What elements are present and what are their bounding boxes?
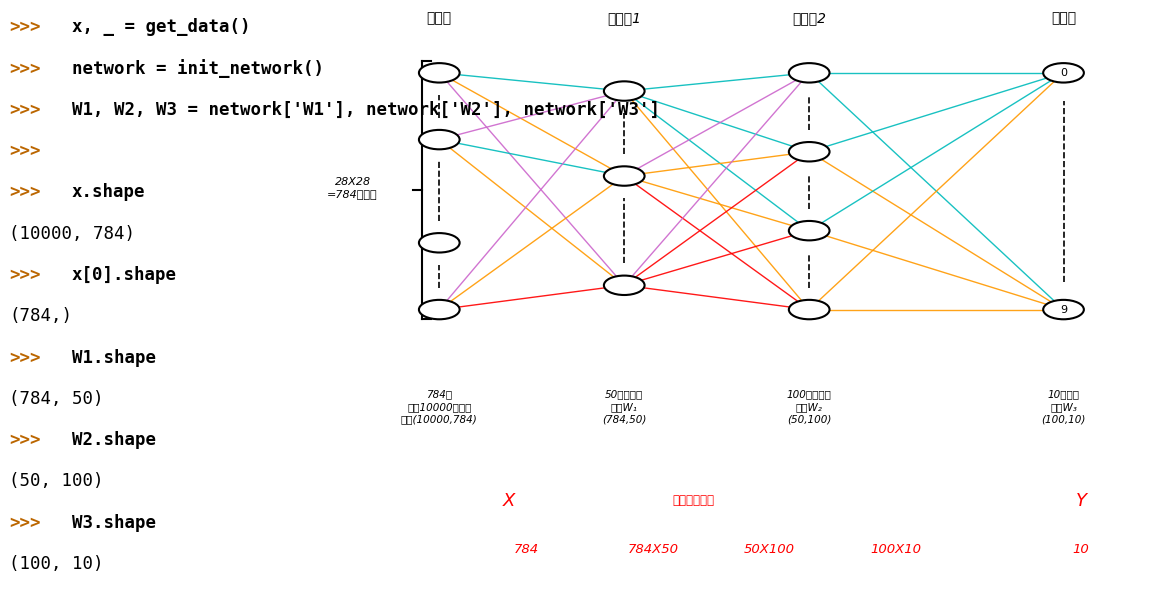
Text: 50X100: 50X100 [743, 543, 794, 556]
Text: W2.shape: W2.shape [72, 431, 156, 449]
Text: 0: 0 [1060, 68, 1067, 78]
Text: (100, 10): (100, 10) [9, 555, 104, 573]
Text: >>>: >>> [9, 266, 40, 284]
Text: (50, 100): (50, 100) [9, 472, 104, 490]
Text: x.shape: x.shape [72, 183, 146, 202]
Text: W1, W2, W3 = network['W1'], network['W2'], network['W3']: W1, W2, W3 = network['W1'], network['W2'… [72, 101, 660, 119]
Text: >>>: >>> [9, 514, 40, 532]
Ellipse shape [418, 300, 460, 319]
Text: >>>: >>> [9, 18, 40, 36]
Text: 784个
比如10000个数据
矩阵(10000,784): 784个 比如10000个数据 矩阵(10000,784) [401, 389, 477, 424]
Text: >>>: >>> [9, 59, 40, 78]
Text: 9: 9 [1060, 305, 1067, 314]
Text: 784: 784 [513, 543, 539, 556]
Ellipse shape [418, 233, 460, 253]
Ellipse shape [788, 142, 830, 161]
Text: 100X10: 100X10 [870, 543, 921, 556]
Text: >>>: >>> [9, 348, 40, 367]
Ellipse shape [418, 63, 460, 83]
Text: (10000, 784): (10000, 784) [9, 225, 135, 243]
Text: 10个分类
权重W₃
(100,10): 10个分类 权重W₃ (100,10) [1042, 389, 1085, 424]
Text: x[0].shape: x[0].shape [72, 266, 177, 284]
Text: 10: 10 [1073, 543, 1089, 556]
Text: X: X [503, 492, 514, 510]
Text: 784X50: 784X50 [628, 543, 679, 556]
Ellipse shape [603, 166, 645, 186]
Text: x, _ = get_data(): x, _ = get_data() [72, 18, 250, 36]
Ellipse shape [788, 300, 830, 319]
Text: 28X28
=784个输入: 28X28 =784个输入 [327, 177, 378, 199]
Text: 50个神经元
权重W₁
(784,50): 50个神经元 权重W₁ (784,50) [602, 389, 646, 424]
Text: >>>: >>> [9, 142, 40, 160]
Text: >>>: >>> [9, 431, 40, 449]
Ellipse shape [1043, 300, 1084, 319]
Ellipse shape [788, 63, 830, 83]
Text: >>>: >>> [9, 101, 40, 119]
Text: W3.shape: W3.shape [72, 514, 156, 532]
Ellipse shape [1043, 63, 1084, 83]
Text: Y: Y [1075, 492, 1087, 510]
Text: 100个神经元
权重W₂
(50,100): 100个神经元 权重W₂ (50,100) [787, 389, 831, 424]
Text: (784, 50): (784, 50) [9, 390, 104, 408]
Ellipse shape [788, 221, 830, 240]
Text: W1.shape: W1.shape [72, 348, 156, 367]
Ellipse shape [418, 130, 460, 149]
Text: (784,): (784,) [9, 307, 72, 325]
Text: network = init_network(): network = init_network() [72, 59, 324, 78]
Text: 输入层: 输入层 [427, 11, 452, 25]
Text: 输出层: 输出层 [1051, 11, 1076, 25]
Text: 隐藏层1: 隐藏层1 [607, 11, 642, 25]
Ellipse shape [603, 81, 645, 101]
Ellipse shape [603, 276, 645, 295]
Text: >>>: >>> [9, 183, 40, 202]
Text: 隐藏层2: 隐藏层2 [792, 11, 827, 25]
Text: 矩阵点乘维度: 矩阵点乘维度 [673, 494, 714, 507]
